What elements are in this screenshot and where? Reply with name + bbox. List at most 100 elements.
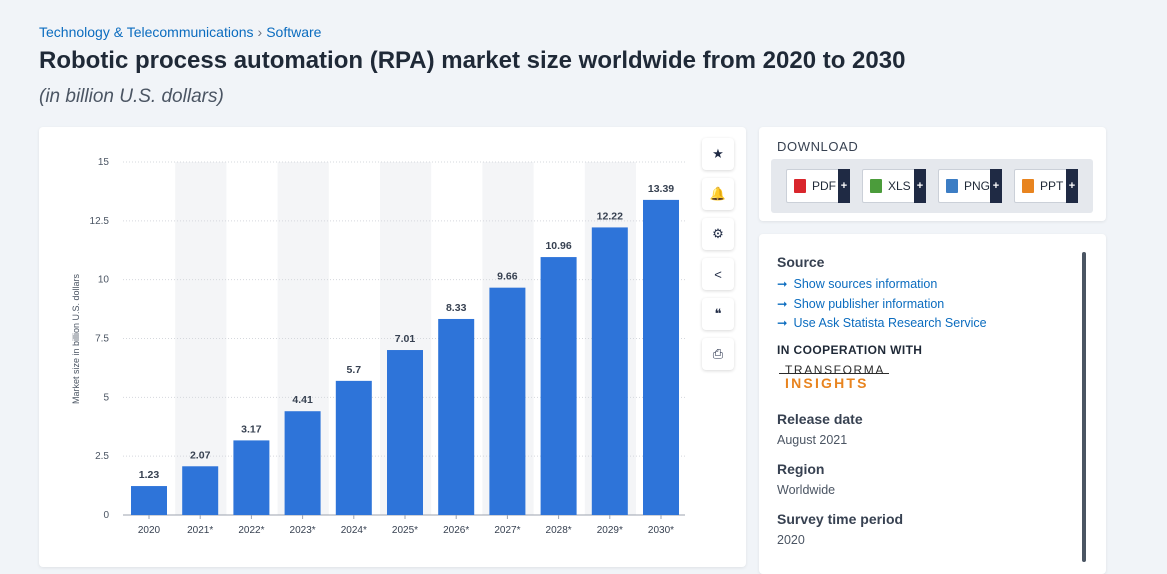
download-title: DOWNLOAD [777, 139, 859, 154]
bar-value-label: 9.66 [497, 271, 518, 283]
arrow-right-icon: ➞ [777, 277, 788, 291]
xls-download-button[interactable]: XLS + [862, 169, 926, 203]
y-tick-label: 15 [98, 157, 110, 168]
logo-line [779, 373, 889, 374]
y-tick-label: 0 [103, 510, 109, 521]
x-tick-label: 2030* [648, 525, 674, 536]
bar-value-label: 7.01 [395, 333, 416, 345]
bar [131, 486, 167, 515]
bar [387, 350, 423, 515]
survey-period-heading: Survey time period [777, 511, 904, 527]
page-title: Robotic process automation (RPA) market … [39, 47, 906, 74]
page-subtitle: (in billion U.S. dollars) [39, 86, 224, 107]
x-tick-label: 2024* [341, 525, 367, 536]
breadcrumb-subcategory-link[interactable]: Software [266, 24, 322, 40]
transforma-insights-logo[interactable]: TRANSFORMA INSIGHTS [779, 363, 895, 393]
bar [489, 287, 526, 515]
breadcrumb: Technology & Telecommunications › Software [39, 24, 321, 40]
print-icon: ⎙ [712, 346, 724, 361]
share-button[interactable]: < [702, 258, 734, 290]
release-date-value: August 2021 [777, 433, 848, 447]
source-heading: Source [777, 254, 825, 270]
cooperation-heading: IN COOPERATION WITH [777, 343, 923, 357]
logo-line1: TRANSFORMA [785, 363, 885, 377]
x-tick-label: 2026* [443, 525, 469, 536]
gear-icon: ⚙ [712, 226, 724, 241]
download-label: PDF [812, 179, 836, 193]
region-heading: Region [777, 461, 825, 477]
quote-icon: ❝ [714, 306, 722, 321]
bar [182, 466, 219, 515]
bar-chart: 0 2.5 5 7.5 10 12.5 15 Market size in billion U… [71, 157, 685, 536]
bar-value-label: 1.23 [139, 469, 160, 481]
bar-value-label: 8.33 [446, 302, 467, 314]
png-icon [946, 179, 958, 193]
y-axis-label: Market size in billion U.S. dollars [71, 273, 81, 404]
xls-icon [870, 179, 882, 193]
y-tick-label: 10 [98, 275, 110, 286]
bar [335, 380, 372, 515]
bar-value-label: 13.39 [648, 183, 674, 195]
bar-value-label: 12.22 [597, 210, 623, 222]
arrow-right-icon: ➞ [777, 316, 788, 330]
y-tick-label: 2.5 [95, 451, 109, 462]
show-sources-label: Show sources information [793, 277, 938, 291]
gear-button[interactable]: ⚙ [702, 218, 734, 250]
bar [643, 199, 679, 515]
bar-value-label: 5.7 [346, 364, 361, 376]
bar [540, 257, 577, 515]
x-tick-label: 2023* [290, 525, 316, 536]
download-label: PNG [964, 179, 991, 193]
png-download-button[interactable]: PNG + [938, 169, 1002, 203]
star-icon: ★ [712, 146, 724, 161]
share-icon: < [714, 266, 722, 282]
bar [438, 318, 475, 515]
x-tick-label: 2021* [187, 525, 213, 536]
region-value: Worldwide [777, 483, 836, 497]
quote-button[interactable]: ❝ [702, 298, 734, 330]
download-card: DOWNLOAD PDF + XLS + PNG + PPT + [759, 127, 1106, 221]
bar [591, 227, 628, 515]
ppt-icon [1022, 179, 1034, 193]
plus-icon: + [990, 169, 1002, 203]
y-tick-label: 5 [103, 392, 109, 403]
plus-icon: + [1066, 169, 1078, 203]
y-tick-label: 12.5 [90, 216, 110, 227]
ask-statista-label: Use Ask Statista Research Service [793, 316, 987, 330]
x-tick-label: 2029* [597, 525, 623, 536]
bar-value-label: 2.07 [190, 449, 211, 461]
show-sources-link[interactable]: ➞ Show sources information [777, 276, 937, 291]
ppt-download-button[interactable]: PPT + [1014, 169, 1078, 203]
x-tick-label: 2020 [138, 525, 161, 536]
pdf-icon [794, 179, 806, 193]
column-band [175, 162, 227, 515]
download-label: PPT [1040, 179, 1064, 193]
bar [284, 411, 321, 515]
pdf-download-button[interactable]: PDF + [786, 169, 850, 203]
info-scrollbar[interactable] [1082, 252, 1086, 562]
show-publisher-link[interactable]: ➞ Show publisher information [777, 296, 944, 311]
bar-value-label: 3.17 [241, 423, 262, 435]
download-label: XLS [888, 179, 911, 193]
x-tick-label: 2022* [238, 525, 264, 536]
chart-card: 0 2.5 5 7.5 10 12.5 15 Market size in billion U… [39, 127, 746, 567]
survey-period-value: 2020 [777, 533, 805, 547]
bar-value-label: 10.96 [545, 240, 571, 252]
chart-toolbar: ★ 🔔 ⚙ < ❝ ⎙ [702, 138, 734, 378]
release-date-heading: Release date [777, 411, 863, 427]
plus-icon: + [838, 169, 850, 203]
info-card: Source ➞ Show sources information ➞ Show p… [759, 234, 1106, 574]
download-bar: PDF + XLS + PNG + PPT + [771, 159, 1093, 213]
ask-statista-link[interactable]: ➞ Use Ask Statista Research Service [777, 315, 987, 330]
x-tick-label: 2025* [392, 525, 418, 536]
print-button[interactable]: ⎙ [702, 338, 734, 370]
y-tick-label: 7.5 [95, 334, 109, 345]
logo-line2: INSIGHTS [785, 375, 869, 391]
bell-icon: 🔔 [709, 186, 727, 201]
breadcrumb-separator: › [257, 24, 263, 40]
show-publisher-label: Show publisher information [793, 297, 945, 311]
breadcrumb-category-link[interactable]: Technology & Telecommunications [39, 24, 254, 40]
bell-button[interactable]: 🔔 [702, 178, 734, 210]
arrow-right-icon: ➞ [777, 297, 788, 311]
star-button[interactable]: ★ [702, 138, 734, 170]
